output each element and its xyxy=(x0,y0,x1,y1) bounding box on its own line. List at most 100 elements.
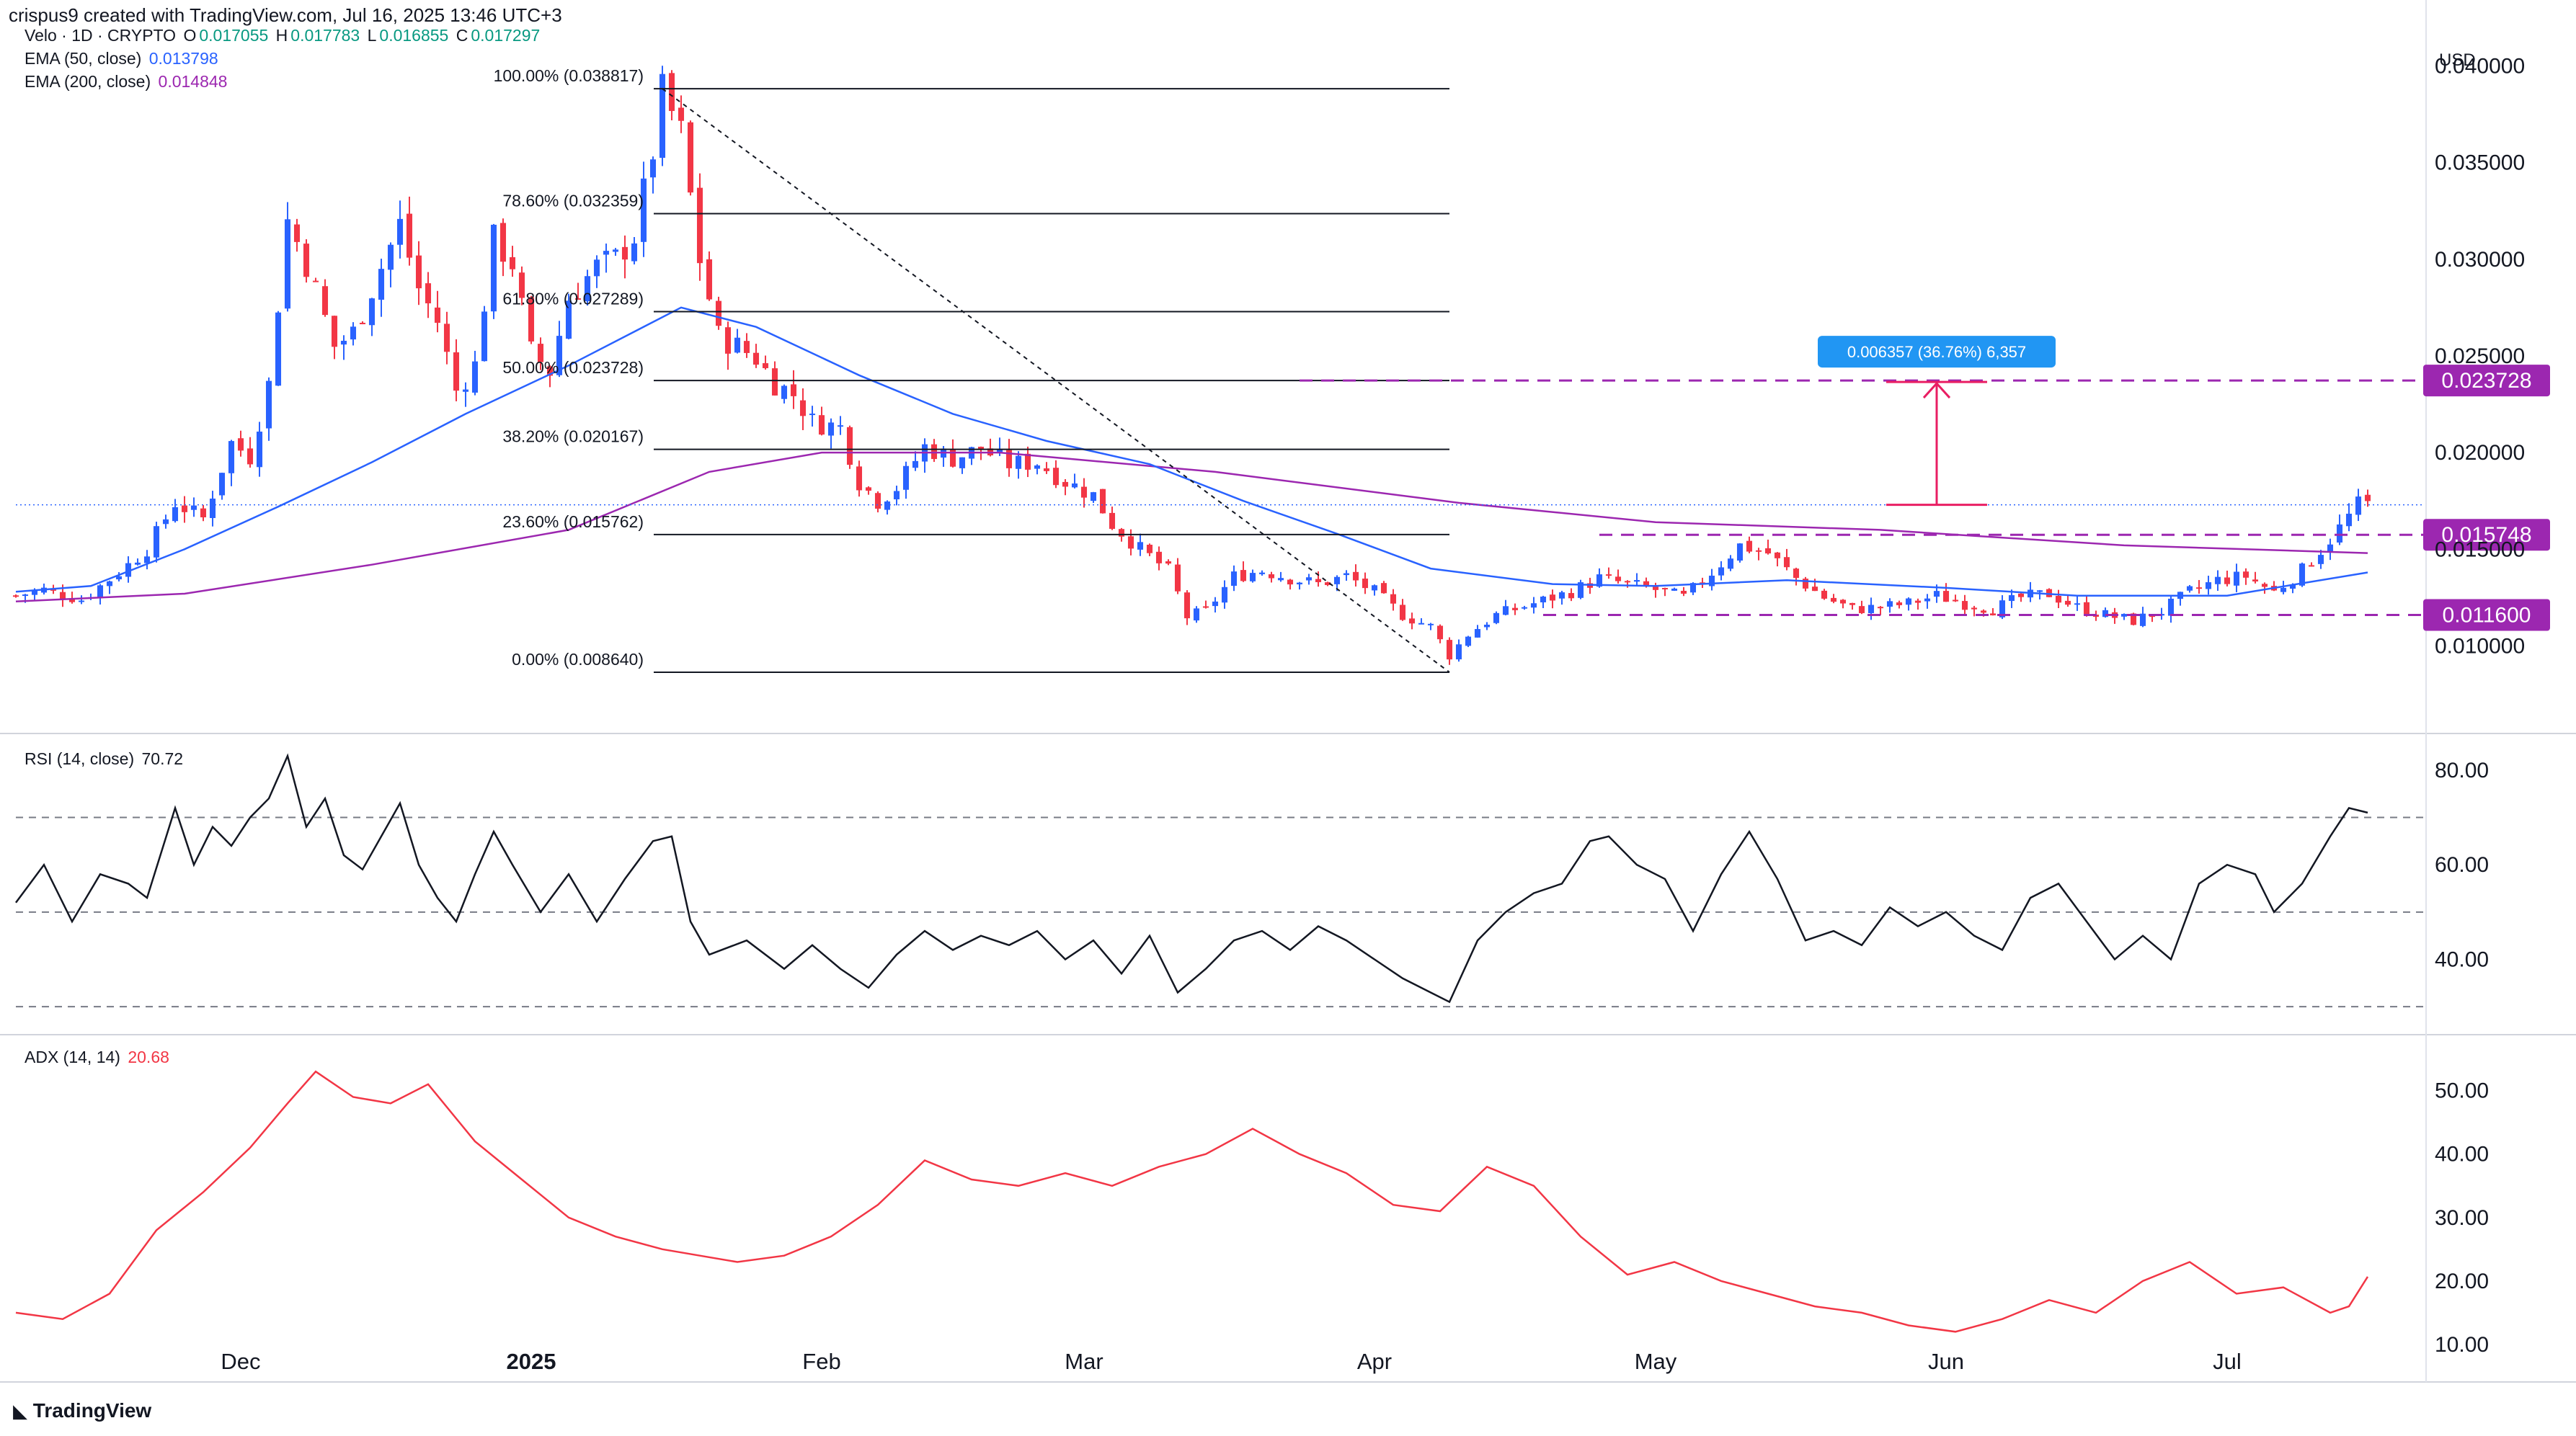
candle-body xyxy=(200,508,207,518)
candle-body xyxy=(1680,591,1687,594)
candle-body xyxy=(2214,576,2221,584)
candle xyxy=(481,306,488,362)
candle-body xyxy=(1399,605,1406,620)
candle xyxy=(237,430,244,457)
candle xyxy=(2327,538,2334,561)
time-tick-label: Apr xyxy=(1357,1349,1392,1374)
candle-body xyxy=(1568,593,1575,599)
candle-body xyxy=(125,563,132,577)
candle xyxy=(565,293,572,339)
candle-body xyxy=(1896,602,1903,605)
candle xyxy=(1474,625,1481,638)
candle xyxy=(696,173,703,281)
candle xyxy=(1849,602,1856,610)
candle xyxy=(1052,460,1060,489)
candle-body xyxy=(2055,595,2062,603)
candle-body xyxy=(509,257,516,269)
candle xyxy=(490,223,497,319)
ohlc-open-value: 0.017055 xyxy=(199,26,269,45)
adx-tick-label: 20.00 xyxy=(2435,1270,2489,1293)
candle xyxy=(368,298,376,336)
candle-body xyxy=(837,425,844,427)
candle xyxy=(1530,597,1537,614)
time-tick-label: Feb xyxy=(802,1349,840,1374)
candle xyxy=(312,277,319,282)
candle xyxy=(1062,478,1069,496)
candle-body xyxy=(1877,607,1884,609)
candle-body xyxy=(874,493,881,509)
candle xyxy=(425,272,432,318)
ohlc-high-label: H xyxy=(275,26,288,45)
candle xyxy=(12,594,19,598)
candle xyxy=(902,461,910,499)
candle-body xyxy=(1080,486,1088,498)
candle xyxy=(856,460,863,497)
candle xyxy=(1671,587,1678,592)
ema50-value: 0.013798 xyxy=(148,49,218,68)
candle-body xyxy=(1783,557,1790,568)
candle xyxy=(1174,558,1181,594)
candle-body xyxy=(1671,588,1678,591)
candle xyxy=(724,321,732,370)
candle xyxy=(687,120,694,196)
candle-body xyxy=(1390,594,1397,604)
candle-body xyxy=(912,460,919,468)
candle xyxy=(1924,594,1931,609)
candle xyxy=(2177,592,2184,606)
candle xyxy=(1465,636,1472,648)
candle xyxy=(1352,564,1359,587)
candle-body xyxy=(1521,607,1528,609)
candle-body xyxy=(1043,468,1050,471)
candle-body xyxy=(406,213,413,258)
candle-body xyxy=(1793,568,1800,579)
candle xyxy=(2036,589,2043,599)
price-tick-label: 0.020000 xyxy=(2435,441,2525,465)
candle-body xyxy=(265,380,272,429)
candle-body xyxy=(884,501,891,510)
candle-body xyxy=(2102,610,2109,617)
candle-body xyxy=(2017,593,2025,597)
candle xyxy=(1183,590,1191,625)
candle xyxy=(2120,613,2128,620)
candle-body xyxy=(237,438,244,451)
candle-body xyxy=(1596,574,1603,587)
candle xyxy=(1839,599,1847,609)
candle xyxy=(2364,489,2371,507)
candle-body xyxy=(1268,574,1275,579)
candle xyxy=(2083,597,2090,617)
candle-body xyxy=(443,324,450,352)
candle-body xyxy=(678,107,685,121)
candle-body xyxy=(893,491,900,500)
candle xyxy=(2205,576,2212,595)
candle xyxy=(162,514,169,529)
candle xyxy=(1746,536,1753,553)
candle xyxy=(2214,570,2221,591)
candle-body xyxy=(1493,612,1500,623)
candle-body xyxy=(1034,465,1041,469)
ema50-label: EMA (50, close) xyxy=(25,49,142,68)
level-badge xyxy=(2423,365,2550,397)
candle-body xyxy=(640,178,647,242)
candle-body xyxy=(1024,453,1031,470)
candle-body xyxy=(659,73,666,159)
candle xyxy=(771,361,778,396)
candle xyxy=(453,339,460,401)
candle-body xyxy=(2308,565,2315,567)
candle-body xyxy=(1165,561,1172,564)
price-tick-label: 0.030000 xyxy=(2435,248,2525,272)
candle xyxy=(1858,600,1865,615)
candle-body xyxy=(2280,587,2287,592)
candle-body xyxy=(68,599,76,602)
candle xyxy=(1287,579,1294,590)
ema200-label: EMA (200, close) xyxy=(25,72,151,91)
candle-body xyxy=(1952,599,1959,602)
candle-body xyxy=(518,272,525,298)
brand-text: TradingView xyxy=(32,1399,152,1422)
candle xyxy=(1961,594,1968,615)
candle xyxy=(1090,491,1097,504)
candle-body xyxy=(2008,595,2015,602)
candle xyxy=(921,438,928,473)
candle-body xyxy=(1689,583,1697,593)
candle xyxy=(678,95,685,133)
